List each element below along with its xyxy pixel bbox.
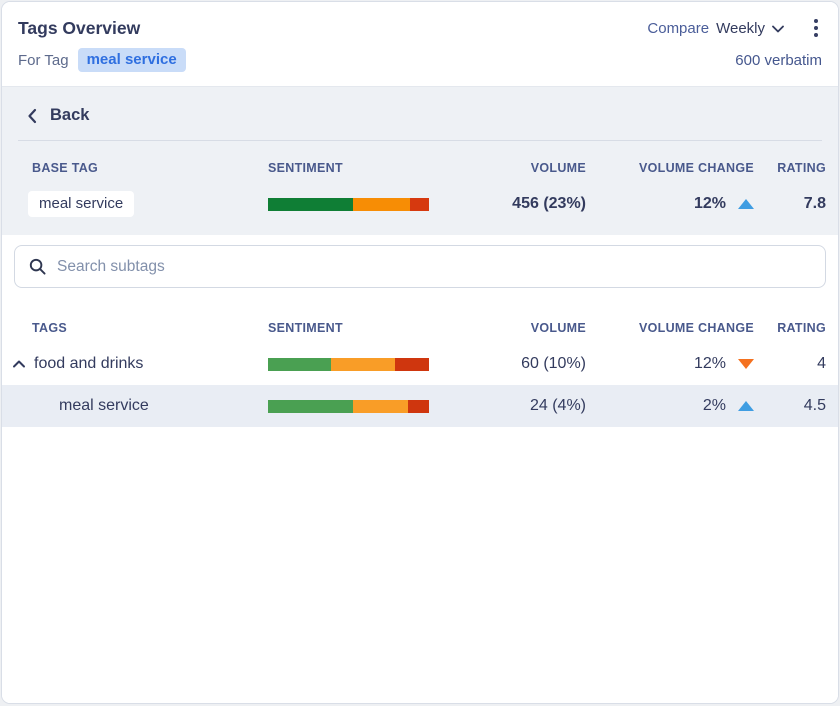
compare-label: Compare xyxy=(647,19,710,37)
col-volume-change: VOLUME CHANGE xyxy=(638,321,754,335)
compare-dropdown[interactable]: Compare Weekly xyxy=(647,20,784,37)
base-tag-section: Back BASE TAG SENTIMENT VOLUME VOLUME CH… xyxy=(2,87,838,235)
base-tag-row: meal service 456 (23%) 12% 7.8 xyxy=(2,183,838,225)
tag-name: meal service xyxy=(59,397,149,414)
verbatim-count: 600 verbatim xyxy=(735,51,822,69)
sentiment-bar xyxy=(268,357,429,371)
trend-up-icon xyxy=(738,401,754,411)
base-volume-change: 12% xyxy=(693,195,726,212)
row-volume-change: 2% xyxy=(702,397,726,414)
chevron-down-icon xyxy=(772,25,784,33)
back-button[interactable]: Back xyxy=(2,87,105,140)
kebab-menu-icon[interactable] xyxy=(810,17,822,39)
base-rating: 7.8 xyxy=(803,195,826,212)
tag-chip[interactable]: meal service xyxy=(77,48,186,72)
col-rating: RATING xyxy=(777,161,826,175)
search-section xyxy=(2,235,838,301)
compare-value: Weekly xyxy=(716,19,765,37)
collapse-chevron-icon[interactable] xyxy=(12,359,26,369)
subtags-table-header: TAGS SENTIMENT VOLUME VOLUME CHANGE RATI… xyxy=(2,313,838,343)
search-input[interactable] xyxy=(57,257,811,276)
empty-area xyxy=(2,427,838,703)
row-volume: 24 (4%) xyxy=(529,397,586,414)
search-icon xyxy=(29,258,46,275)
row-volume: 60 (10%) xyxy=(521,355,586,372)
tag-name: food and drinks xyxy=(34,355,144,372)
col-volume: VOLUME xyxy=(530,321,586,335)
col-tags: TAGS xyxy=(32,321,67,335)
col-sentiment: SENTIMENT xyxy=(268,321,343,335)
trend-up-icon xyxy=(738,199,754,209)
panel-header: Tags Overview Compare Weekly For Tag mea… xyxy=(2,2,838,87)
for-tag-label: For Tag xyxy=(18,51,69,69)
col-rating: RATING xyxy=(777,321,826,335)
row-rating: 4 xyxy=(817,355,826,372)
col-volume: VOLUME xyxy=(530,161,586,175)
search-box[interactable] xyxy=(14,245,826,288)
divider xyxy=(18,140,822,141)
col-base-tag: BASE TAG xyxy=(32,161,99,175)
table-row-food-and-drinks[interactable]: food and drinks 60 (10%) 12% 4 xyxy=(2,343,838,385)
base-table-header: BASE TAG SENTIMENT VOLUME VOLUME CHANGE … xyxy=(2,153,838,183)
chevron-left-icon xyxy=(28,108,37,123)
sentiment-bar xyxy=(268,399,429,413)
table-row-meal-service[interactable]: meal service 24 (4%) 2% 4.5 xyxy=(2,385,838,427)
back-label: Back xyxy=(50,106,90,124)
page-title: Tags Overview xyxy=(18,17,141,38)
col-sentiment: SENTIMENT xyxy=(268,161,343,175)
row-rating: 4.5 xyxy=(803,397,826,414)
row-volume-change: 12% xyxy=(693,355,726,372)
base-tag-pill[interactable]: meal service xyxy=(28,191,135,217)
sentiment-bar xyxy=(268,197,429,211)
base-volume: 456 (23%) xyxy=(512,195,586,212)
col-volume-change: VOLUME CHANGE xyxy=(638,161,754,175)
trend-down-icon xyxy=(738,359,754,369)
